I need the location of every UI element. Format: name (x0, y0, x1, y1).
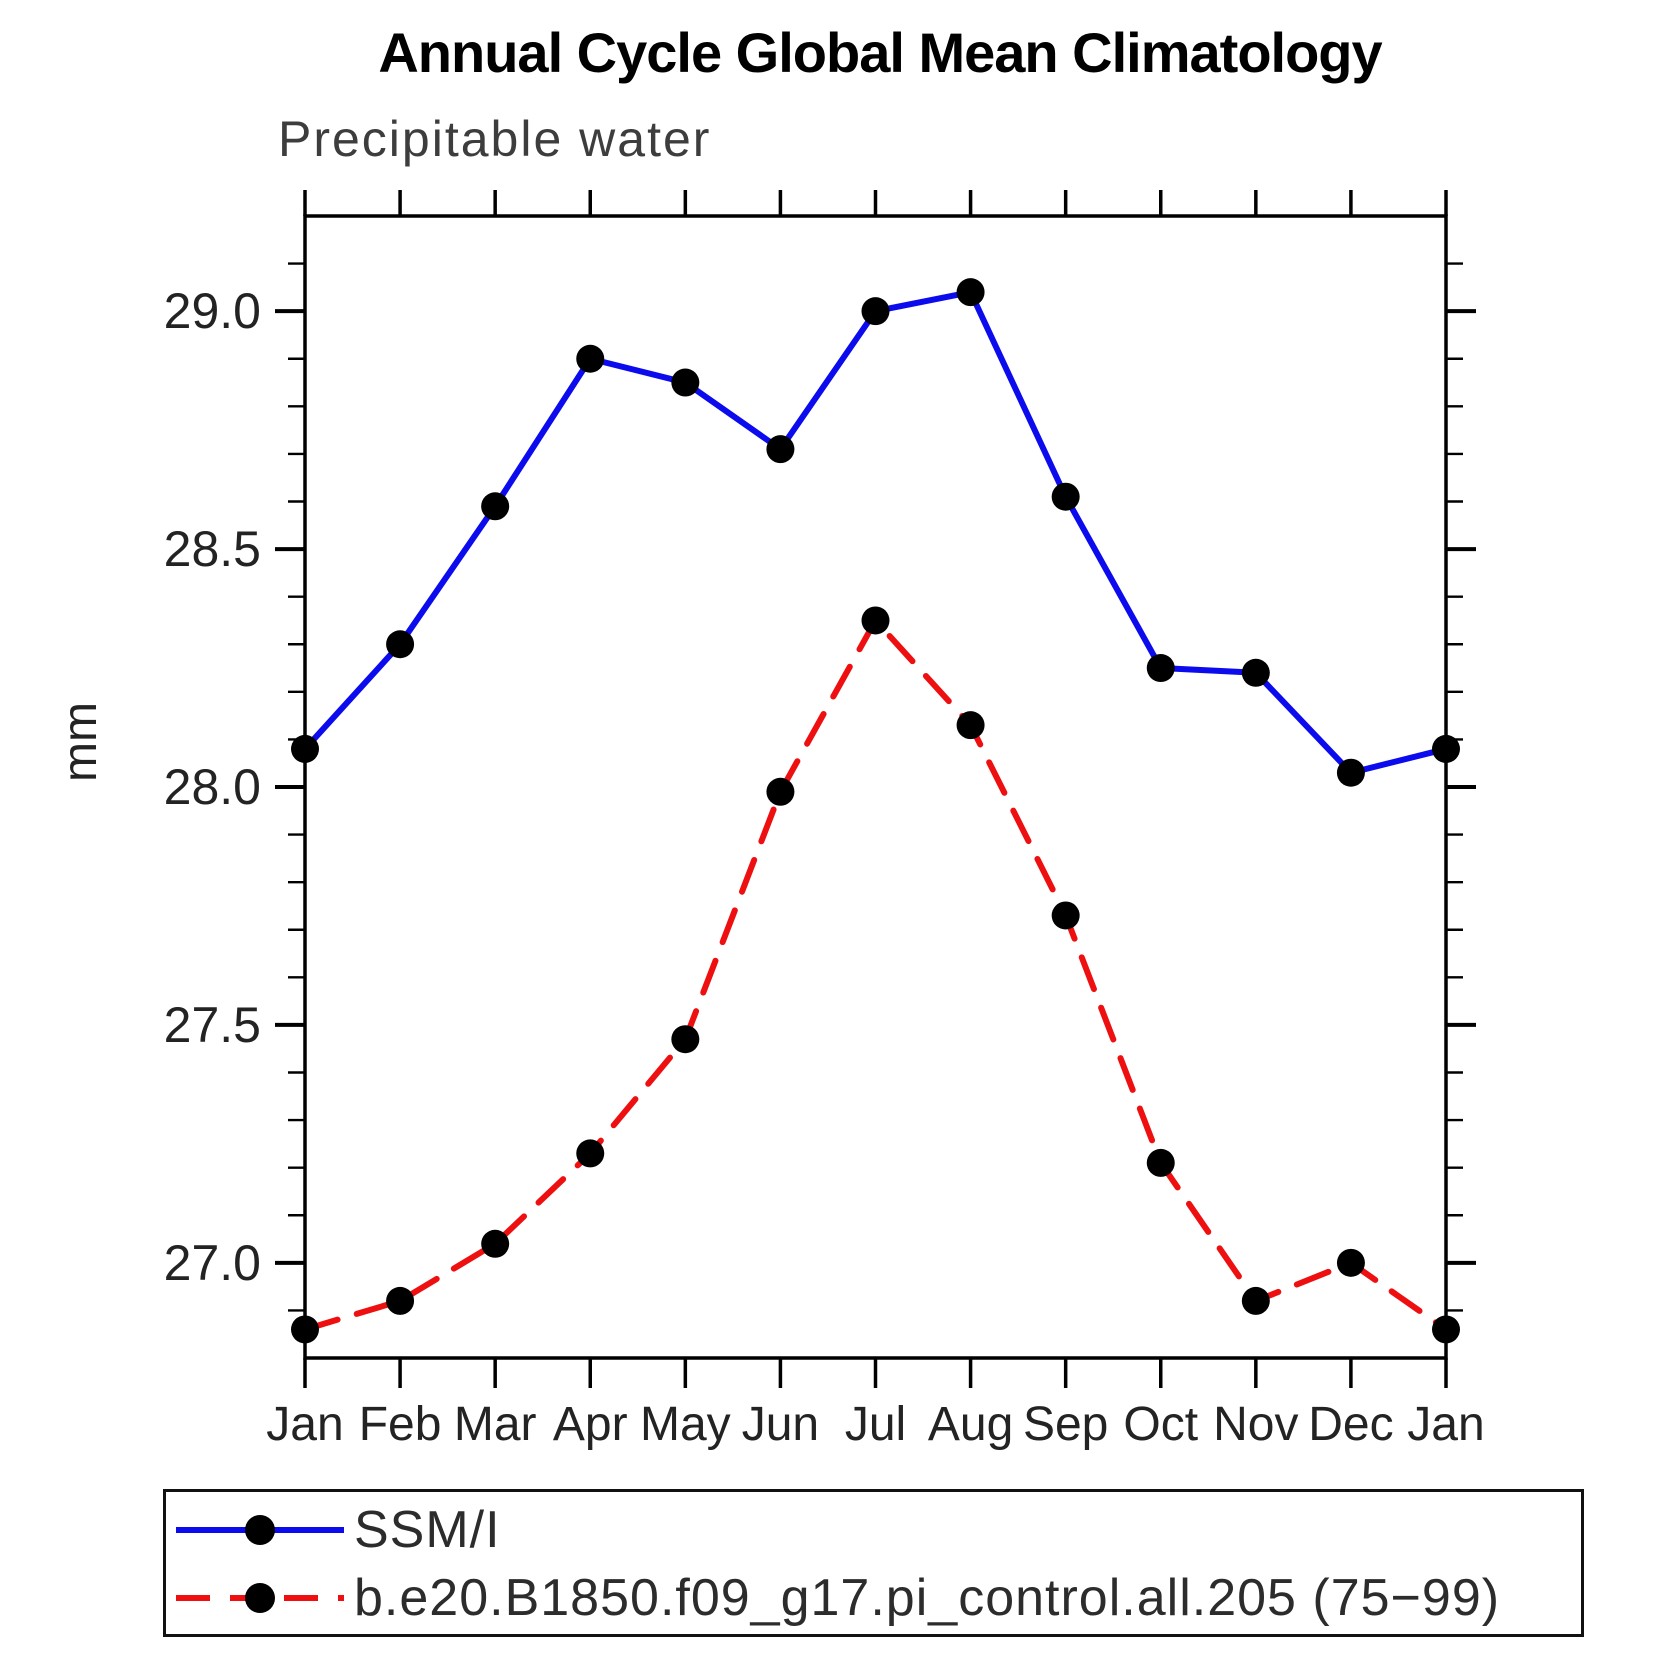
legend-swatch-ssmi (176, 1515, 344, 1545)
data-point-marker (291, 734, 319, 763)
data-point-marker (1432, 1315, 1460, 1344)
x-tick-label: Feb (359, 1398, 442, 1451)
data-point-marker (291, 1315, 319, 1344)
y-tick-label: 28.0 (164, 759, 261, 815)
data-point-marker (481, 1229, 510, 1258)
legend-marker-dot (245, 1515, 275, 1545)
data-point-marker (1051, 482, 1080, 511)
data-point-marker (1051, 901, 1080, 930)
data-point-marker (766, 777, 795, 806)
data-point-marker (1241, 658, 1270, 687)
x-tick-label: Apr (553, 1398, 628, 1451)
data-point-marker (1432, 734, 1460, 763)
data-point-marker (671, 368, 700, 397)
data-point-marker (861, 297, 890, 326)
series-line-ssmi (302, 289, 1449, 776)
legend-swatch-model (176, 1583, 344, 1613)
plot-area: Jan Feb Mar Apr May Jun Jul Aug Sep Oct Nov Dec Jan 2… (54, 190, 1485, 1451)
x-tick-label: Jun (742, 1398, 819, 1451)
data-point-marker (386, 630, 415, 659)
legend-marker-dot (245, 1583, 275, 1613)
x-tick-label: Oct (1123, 1398, 1198, 1451)
data-point-marker (1336, 758, 1365, 787)
x-tick-label: Nov (1213, 1398, 1298, 1451)
legend-entry-ssmi: SSM/I (170, 1500, 501, 1560)
y-axis-label: mm (54, 702, 107, 782)
x-tick-label: Sep (1023, 1398, 1108, 1451)
data-point-marker (1146, 654, 1175, 683)
tick-labels: Jan Feb Mar Apr May Jun Jul Aug Sep Oct Nov Dec Jan 2… (164, 283, 1485, 1451)
y-tick-label: 27.5 (164, 997, 261, 1053)
y-tick-label: 28.5 (164, 521, 261, 577)
data-point-marker (671, 1025, 700, 1054)
data-point-marker (956, 278, 985, 307)
plot-box (303, 214, 1448, 1360)
series-line-model (302, 617, 1449, 1333)
chart-title: Annual Cycle Global Mean Climatology (378, 21, 1382, 84)
data-point-marker (956, 711, 985, 740)
x-tick-label: May (640, 1398, 731, 1451)
axes (275, 190, 1476, 1388)
x-tick-label: Aug (928, 1398, 1013, 1451)
data-point-marker (1146, 1148, 1175, 1177)
data-point-marker (1336, 1248, 1365, 1277)
data-point-marker (861, 606, 890, 635)
chart-subtitle: Precipitable water (278, 111, 712, 167)
x-tick-label: Jan (266, 1398, 343, 1451)
y-tick-label: 27.0 (164, 1235, 261, 1291)
y-tick-label: 29.0 (164, 283, 261, 339)
x-tick-label: Dec (1308, 1398, 1393, 1451)
legend-entry-model: b.e20.B1850.f09_g17.pi_control.all.205 (… (170, 1568, 1500, 1628)
data-point-marker (386, 1286, 415, 1315)
data-point-marker (576, 1139, 605, 1168)
legend-label-model: b.e20.B1850.f09_g17.pi_control.all.205 (… (354, 1569, 1501, 1627)
data-point-marker (576, 344, 605, 373)
x-tick-label: Jul (845, 1398, 906, 1451)
series (291, 278, 1460, 1344)
legend-box: SSM/I b.e20.B1850.f09_g17.pi_control.all… (163, 1489, 1584, 1637)
x-tick-label: Mar (454, 1398, 537, 1451)
x-tick-label: Jan (1407, 1398, 1484, 1451)
data-point-marker (481, 492, 510, 521)
legend-label-ssmi: SSM/I (354, 1501, 501, 1559)
data-point-marker (1241, 1286, 1270, 1315)
data-point-marker (766, 435, 795, 464)
